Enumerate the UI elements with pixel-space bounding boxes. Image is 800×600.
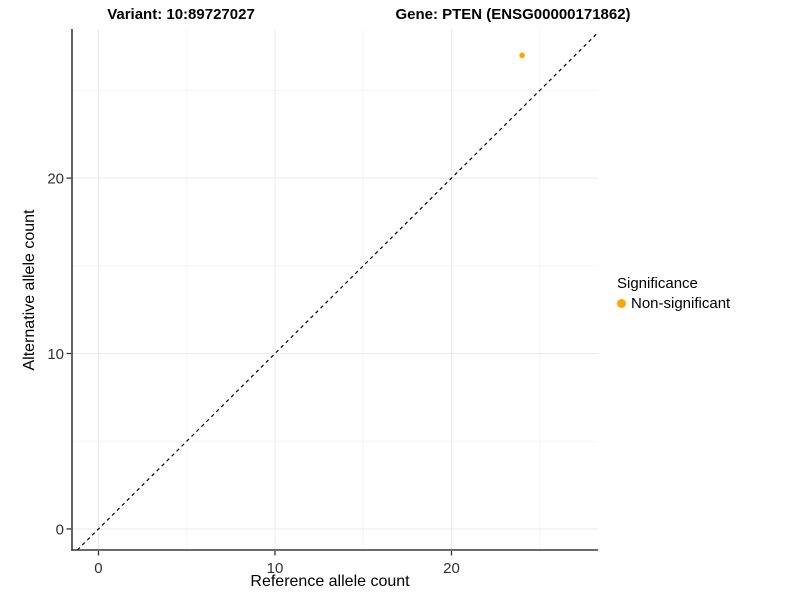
data-point: [519, 52, 525, 59]
legend-point-icon: [617, 299, 626, 308]
plot-title-gene: Gene: PTEN (ENSG00000171862): [395, 6, 631, 23]
legend-title: Significance: [617, 275, 698, 292]
y-tick-label: 0: [56, 521, 64, 538]
legend-item-label: Non-significant: [631, 295, 731, 312]
x-tick-label: 0: [94, 560, 102, 577]
legend-item-non-significant: Non-significant: [617, 295, 730, 312]
y-tick-label: 20: [47, 171, 64, 188]
x-tick-label: 10: [267, 560, 284, 577]
y-tick-label: 10: [47, 346, 64, 363]
x-axis-title: Reference allele count: [250, 573, 410, 590]
identity-line: [76, 32, 599, 551]
y-axis-title: Alternative allele count: [21, 209, 38, 371]
x-tick-label: 20: [443, 560, 460, 577]
legend: Significance Non-significant: [617, 275, 730, 312]
plot-title-variant: Variant: 10:89727027: [107, 6, 255, 23]
